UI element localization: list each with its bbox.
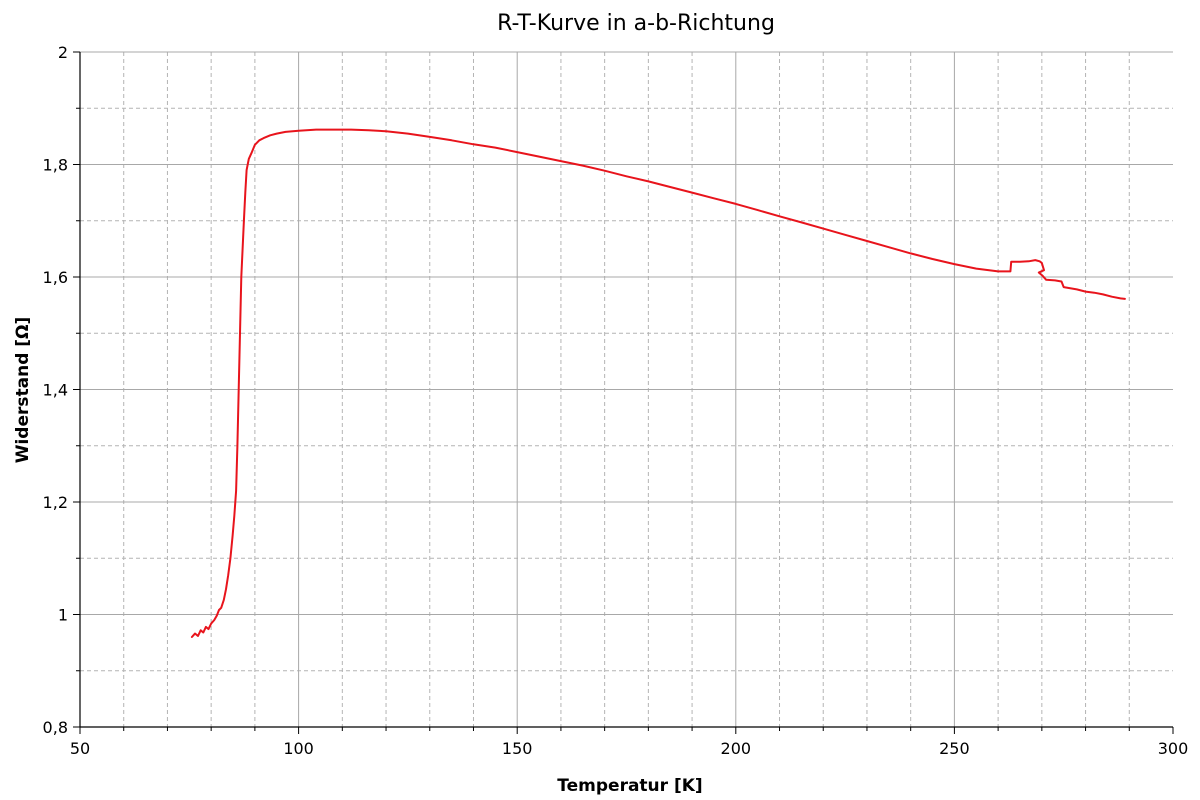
chart-title: R-T-Kurve in a-b-Richtung: [497, 11, 775, 36]
y-tick-label: 1,6: [43, 268, 68, 287]
x-tick-label: 50: [70, 739, 90, 758]
x-axis-label: Temperatur [K]: [557, 776, 702, 796]
x-tick-label: 200: [721, 739, 752, 758]
x-tick-label: 250: [939, 739, 970, 758]
data-line-series-0: [190, 128, 1126, 638]
y-tick-label: 1: [58, 606, 68, 625]
y-tick-label: 0,8: [43, 718, 68, 737]
y-axis-ticks: 0,8 1 1,2 1,4 1,6 1,8 2: [43, 43, 80, 737]
y-tick-label: 1,8: [43, 156, 68, 175]
x-tick-label: 150: [502, 739, 533, 758]
y-axis-label: Widerstand [Ω]: [13, 317, 33, 464]
series-layer: [190, 128, 1126, 638]
y-tick-label: 2: [58, 43, 68, 62]
x-axis-ticks: 50 100 150 200 250 300: [70, 727, 1188, 758]
x-tick-label: 300: [1158, 739, 1189, 758]
grid: [80, 51, 1173, 727]
y-tick-label: 1,4: [43, 381, 68, 400]
y-tick-label: 1,2: [43, 493, 68, 512]
x-tick-label: 100: [283, 739, 314, 758]
